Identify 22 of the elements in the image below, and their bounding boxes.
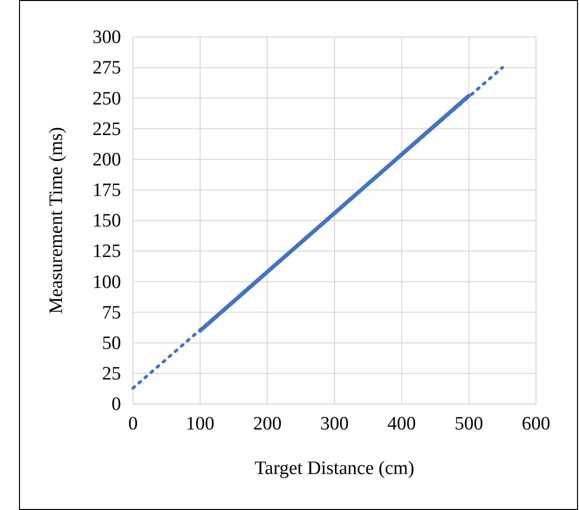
y-axis-title: Measurement Time (ms) [46,127,67,314]
x-tick-label: 400 [387,413,416,434]
x-tick-label: 200 [253,413,282,434]
y-tick-label: 75 [102,302,121,324]
y-tick-label: 0 [112,394,121,416]
y-tick-label: 50 [102,332,121,354]
y-tick-label: 300 [92,27,121,48]
y-tick-label: 200 [92,149,121,170]
y-tick-label: 150 [92,210,121,232]
x-tick-label: 100 [186,413,214,434]
y-tick-label: 25 [102,363,121,384]
y-tick-label: 275 [92,58,121,79]
y-tick-label: 125 [92,241,121,262]
y-tick-label: 250 [92,88,121,110]
x-axis-title: Target Distance (cm) [254,458,414,479]
y-tick-label: 175 [92,180,121,201]
x-tick-label: 500 [454,413,484,434]
y-tick-label: 100 [92,272,121,293]
x-tick-label: 600 [522,413,550,434]
x-tick-label: 0 [128,413,138,434]
y-tick-label: 225 [92,118,121,140]
x-tick-label: 300 [320,413,349,434]
